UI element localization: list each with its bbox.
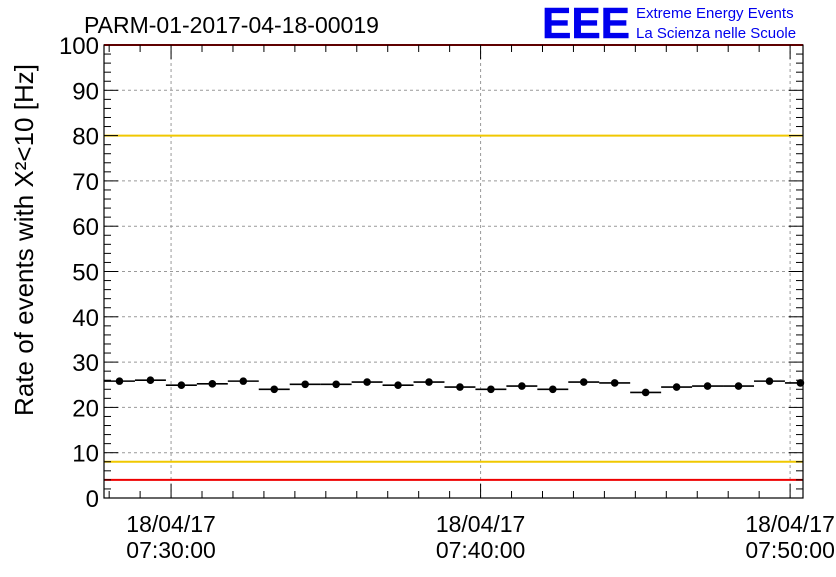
x-tick-time: 07:50:00 [745, 537, 835, 563]
grid-layer [104, 45, 803, 498]
data-point [270, 385, 279, 394]
y-tick-label: 60 [72, 214, 99, 241]
y-tick-label: 0 [86, 486, 99, 513]
data-point [146, 376, 155, 385]
data-point [703, 382, 712, 390]
data-point [363, 378, 371, 386]
data-point [549, 385, 557, 394]
y-tick-label: 70 [72, 169, 99, 196]
eee-logo: EEE Extreme Energy Events La Scienza nel… [542, 0, 796, 48]
data-point [332, 380, 340, 389]
x-tick-time: 07:40:00 [436, 537, 526, 563]
eee-logo-mark: EEE [542, 0, 630, 48]
y-axis-label: Rate of events with X²<10 [Hz] [9, 64, 39, 416]
x-tick-date: 18/04/17 [745, 511, 835, 537]
data-point [177, 381, 186, 390]
eee-logo-line1: Extreme Energy Events [636, 5, 794, 22]
data-point [518, 382, 526, 390]
y-tick-label: 100 [59, 33, 99, 60]
data-point [765, 377, 774, 385]
y-tick-label: 80 [72, 124, 99, 151]
y-tick-label: 20 [72, 395, 99, 422]
y-tick-label: 40 [72, 305, 99, 332]
chart-title: PARM-01-2017-04-18-00019 [84, 12, 379, 38]
data-point [796, 379, 805, 387]
plot-frame [103, 44, 804, 499]
data-point [610, 379, 619, 387]
reference-lines [104, 44, 803, 481]
data-point [734, 382, 743, 390]
data-point [301, 380, 309, 389]
y-tick-label: 10 [72, 441, 99, 468]
y-tick-label: 90 [72, 78, 99, 105]
data-point [115, 377, 124, 385]
data-point [579, 378, 588, 386]
data-point [425, 378, 433, 386]
x-tick-time: 07:30:00 [126, 537, 216, 563]
data-point [487, 385, 495, 394]
data-point [239, 377, 248, 385]
data-point [672, 383, 681, 391]
x-tick-date: 18/04/17 [126, 511, 216, 537]
data-points [104, 376, 805, 397]
data-point [208, 380, 217, 388]
data-point [641, 388, 650, 397]
y-tick-label: 50 [72, 260, 99, 287]
eee-logo-line2: La Scienza nelle Scuole [636, 25, 796, 42]
y-tick-label: 30 [72, 350, 99, 377]
data-point [456, 383, 464, 391]
axes: 010203040506070809010018/04/1707:30:0018… [59, 33, 835, 563]
x-tick-date: 18/04/17 [436, 511, 526, 537]
data-point [394, 381, 402, 390]
